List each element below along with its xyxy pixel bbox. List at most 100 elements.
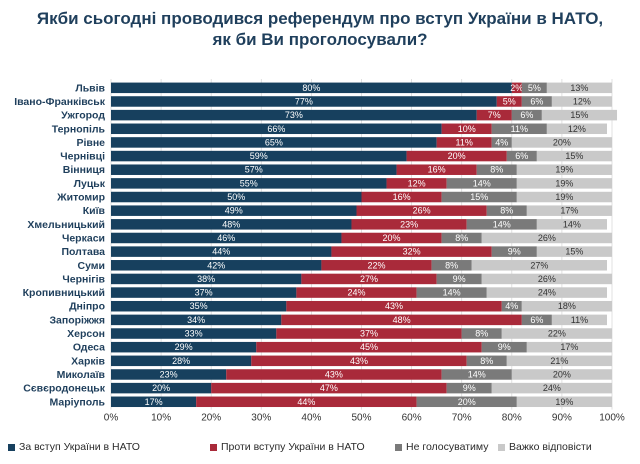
bar-value-label: 73% bbox=[285, 110, 303, 120]
bar-value-label: 38% bbox=[197, 274, 215, 284]
bar-value-label: 22% bbox=[548, 329, 566, 339]
bar-value-label: 50% bbox=[227, 192, 245, 202]
bar-value-label: 15% bbox=[470, 192, 488, 202]
bar-segment-series-1 bbox=[441, 123, 492, 135]
bar-segment-series-0 bbox=[111, 232, 342, 244]
bar-segment-series-3 bbox=[471, 260, 607, 271]
x-tick-label: 80% bbox=[502, 413, 522, 424]
bar-segment-series-2 bbox=[491, 246, 537, 257]
category-label: Луцьк bbox=[74, 178, 106, 190]
bar-value-label: 22% bbox=[368, 260, 386, 270]
category-label: Харків bbox=[71, 355, 105, 367]
category-label: Сєвєродонецьк bbox=[23, 383, 105, 395]
category-label: Рівне bbox=[76, 137, 105, 149]
bar-value-label: 49% bbox=[225, 206, 243, 216]
bar-segment-series-2 bbox=[481, 341, 527, 353]
category-label: Київ bbox=[83, 205, 106, 217]
bar-value-label: 6% bbox=[530, 96, 543, 106]
bar-segment-series-3 bbox=[516, 396, 612, 408]
bar-value-label: 16% bbox=[428, 165, 446, 175]
bar-segment-series-3 bbox=[511, 369, 612, 380]
legend-label: Проти вступу України в НАТО bbox=[221, 441, 365, 453]
bar-segment-series-0 bbox=[111, 396, 197, 408]
category-label: Чернігів bbox=[62, 273, 105, 285]
bar-segment-series-2 bbox=[521, 96, 552, 107]
bar-segment-series-2 bbox=[416, 396, 517, 408]
bar-segment-series-2 bbox=[441, 369, 512, 380]
bar-value-label: 13% bbox=[570, 83, 588, 93]
bar-value-label: 26% bbox=[413, 206, 431, 216]
bar-value-label: 66% bbox=[267, 124, 285, 134]
bar-segment-series-1 bbox=[196, 396, 417, 408]
category-label: Суми bbox=[77, 260, 105, 272]
bar-segment-series-0 bbox=[111, 137, 437, 148]
x-tick-label: 70% bbox=[452, 413, 472, 424]
legend-item: Проти вступу України в НАТО bbox=[210, 441, 365, 453]
bar-segment-series-1 bbox=[361, 191, 442, 203]
bar-value-label: 17% bbox=[560, 342, 578, 352]
bar-value-label: 20% bbox=[152, 383, 170, 393]
bar-segment-series-2 bbox=[476, 164, 517, 175]
bar-value-label: 8% bbox=[445, 260, 458, 270]
bar-value-label: 14% bbox=[473, 178, 491, 188]
bar-value-label: 8% bbox=[500, 206, 513, 216]
bar-value-label: 9% bbox=[498, 342, 511, 352]
bar-segment-series-1 bbox=[281, 314, 522, 326]
bar-value-label: 20% bbox=[383, 233, 401, 243]
bar-segment-series-0 bbox=[111, 123, 442, 135]
x-tick-label: 20% bbox=[201, 413, 221, 424]
bar-value-label: 12% bbox=[573, 96, 591, 106]
x-tick-label: 30% bbox=[251, 413, 271, 424]
x-tick-label: 90% bbox=[552, 413, 572, 424]
bar-value-label: 9% bbox=[463, 383, 476, 393]
bar-value-label: 24% bbox=[347, 288, 365, 298]
bar-value-label: 20% bbox=[458, 397, 476, 407]
bar-segment-series-0 bbox=[111, 369, 227, 380]
bar-value-label: 59% bbox=[250, 151, 268, 161]
bar-segment-series-0 bbox=[111, 82, 512, 94]
category-label: Житомир bbox=[56, 192, 105, 204]
bar-segment-series-2 bbox=[441, 191, 517, 203]
bar-segment-series-3 bbox=[521, 300, 612, 312]
category-label: Хмельницький bbox=[27, 219, 105, 231]
bar-segment-series-1 bbox=[276, 328, 462, 339]
bar-segment-series-2 bbox=[441, 232, 482, 244]
bar-segment-series-0 bbox=[111, 341, 257, 353]
legend-item: За вступ України в НАТО bbox=[8, 441, 140, 453]
bar-segment-series-2 bbox=[501, 300, 522, 312]
legend-label: За вступ України в НАТО bbox=[19, 441, 140, 453]
bar-segment-series-1 bbox=[341, 232, 442, 244]
bar-segment-series-2 bbox=[486, 205, 527, 216]
legend-item: Важко відповісти bbox=[498, 441, 592, 453]
bar-segment-series-0 bbox=[111, 382, 212, 394]
category-label: Дніпро bbox=[69, 301, 105, 313]
bar-value-label: 19% bbox=[555, 165, 573, 175]
bar-segment-series-1 bbox=[396, 164, 477, 175]
bar-segment-series-1 bbox=[301, 273, 437, 285]
chart-title-line-2: як би Ви проголосували? bbox=[212, 30, 428, 49]
bar-segment-series-2 bbox=[461, 328, 502, 339]
bar-segment-series-3 bbox=[516, 191, 612, 203]
bar-segment-series-3 bbox=[501, 328, 612, 339]
bar-value-label: 9% bbox=[508, 247, 521, 257]
bar-value-label: 45% bbox=[360, 342, 378, 352]
bar-value-label: 11% bbox=[571, 315, 588, 325]
bar-segment-series-2 bbox=[446, 178, 517, 189]
legend-swatch bbox=[8, 443, 15, 451]
bar-segment-series-2 bbox=[466, 219, 537, 230]
bar-segment-series-1 bbox=[256, 341, 482, 353]
bar-segment-series-0 bbox=[111, 328, 277, 339]
category-label: Херсон bbox=[67, 328, 105, 340]
bar-segment-series-3 bbox=[546, 82, 612, 94]
bar-value-label: 23% bbox=[400, 219, 418, 229]
bar-value-label: 8% bbox=[490, 165, 503, 175]
bar-segment-series-2 bbox=[416, 287, 487, 298]
bar-segment-series-3 bbox=[536, 246, 612, 257]
category-label: Ужгород bbox=[61, 110, 105, 122]
bar-value-label: 33% bbox=[185, 329, 203, 339]
bar-segment-series-1 bbox=[356, 205, 487, 216]
x-tick-label: 60% bbox=[402, 413, 422, 424]
bar-segment-series-0 bbox=[111, 219, 352, 230]
bar-value-label: 24% bbox=[538, 288, 556, 298]
